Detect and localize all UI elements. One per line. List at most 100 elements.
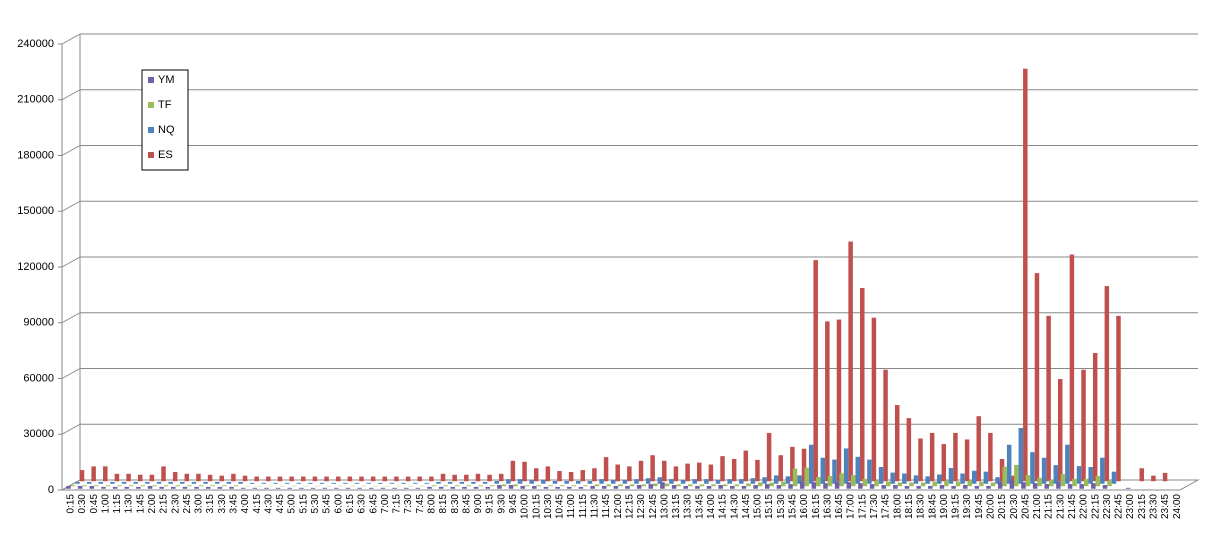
bar [871, 317, 877, 482]
bar [354, 482, 360, 484]
bar [592, 468, 597, 482]
bar [843, 448, 849, 484]
bar [774, 475, 779, 484]
x-tick-label: 4:30 [263, 494, 274, 514]
bar [499, 473, 504, 482]
bar [792, 468, 798, 487]
x-tick-label: 9:45 [508, 494, 519, 514]
x-tick-label: 23:30 [1149, 494, 1160, 519]
bar [331, 482, 336, 484]
x-tick-label: 13:00 [659, 494, 670, 519]
bar [929, 432, 935, 482]
x-tick-label: 23:45 [1160, 494, 1171, 519]
bar [676, 484, 681, 487]
bar [897, 482, 903, 487]
bar [576, 480, 581, 484]
bar [147, 485, 153, 489]
bar [885, 481, 891, 487]
bar [124, 486, 129, 489]
x-tick-label: 11:30 [590, 494, 601, 519]
bar [627, 466, 632, 482]
bar [382, 476, 388, 482]
bar [827, 476, 833, 487]
bar [66, 485, 71, 489]
x-tick-label: 8:30 [450, 494, 461, 514]
bar [785, 476, 791, 484]
bar [1046, 315, 1051, 482]
x-tick-label: 18:00 [892, 494, 903, 519]
x-tick-label: 15:15 [764, 494, 775, 519]
bar [206, 486, 211, 489]
bar [443, 485, 448, 487]
bar [881, 485, 886, 489]
bar [753, 485, 758, 489]
x-tick-label: 14:00 [706, 494, 717, 519]
bar [242, 475, 248, 482]
bar [536, 485, 542, 487]
bar [175, 485, 181, 487]
bar [1095, 476, 1101, 487]
bar [417, 476, 422, 482]
bar [720, 456, 725, 482]
bar [962, 485, 968, 489]
x-tick-label: 8:45 [461, 494, 472, 514]
grid-line [61, 312, 81, 324]
x-tick-label: 11:15 [578, 494, 589, 519]
x-tick-label: 20:30 [1009, 494, 1020, 519]
bar [941, 444, 947, 482]
bar [112, 486, 118, 489]
bar [953, 432, 958, 482]
bar [222, 485, 227, 487]
bar [184, 473, 190, 482]
x-tick-label: 4:15 [252, 494, 263, 514]
x-tick-label: 19:00 [939, 494, 950, 519]
bar [832, 459, 837, 484]
legend-label: YM [158, 74, 175, 86]
x-tick-label: 20:45 [1020, 494, 1031, 519]
bar [986, 485, 991, 489]
bar [645, 478, 651, 484]
bar [552, 480, 558, 484]
bar [440, 473, 446, 482]
bar [380, 487, 386, 489]
bar [194, 486, 199, 489]
bar [788, 484, 793, 489]
bar [696, 462, 702, 482]
bar [429, 476, 434, 482]
bar [638, 460, 644, 482]
bar [171, 486, 176, 489]
bar [1032, 483, 1038, 489]
bar [319, 482, 325, 484]
x-tick-label: 8:00 [426, 494, 437, 514]
bar [312, 476, 318, 482]
bar [1002, 466, 1007, 487]
bar [743, 450, 749, 482]
bar [648, 484, 654, 489]
bar [1076, 466, 1082, 484]
bar [622, 480, 628, 484]
x-tick-label: 5:00 [287, 494, 298, 514]
x-tick-label: 3:15 [205, 494, 216, 514]
x-tick-label: 12:45 [648, 494, 659, 519]
bar [392, 487, 397, 489]
bar [1065, 444, 1070, 484]
bar [273, 482, 278, 484]
x-tick-label: 9:15 [485, 494, 496, 514]
bar [625, 485, 630, 489]
bar [715, 480, 721, 484]
bar [478, 485, 483, 487]
x-tick-label: 16:00 [799, 494, 810, 519]
x-tick-label: 10:00 [520, 494, 531, 519]
bar [455, 485, 460, 487]
bar [804, 467, 809, 487]
bar [126, 473, 131, 482]
bar [836, 319, 842, 482]
y-tick-label: 30000 [23, 428, 54, 440]
bar [916, 485, 921, 489]
bar [532, 485, 537, 489]
bar [1018, 428, 1024, 484]
bar [894, 405, 900, 482]
bar [971, 470, 977, 484]
bar [369, 487, 374, 489]
x-tick-label: 19:30 [962, 494, 973, 519]
